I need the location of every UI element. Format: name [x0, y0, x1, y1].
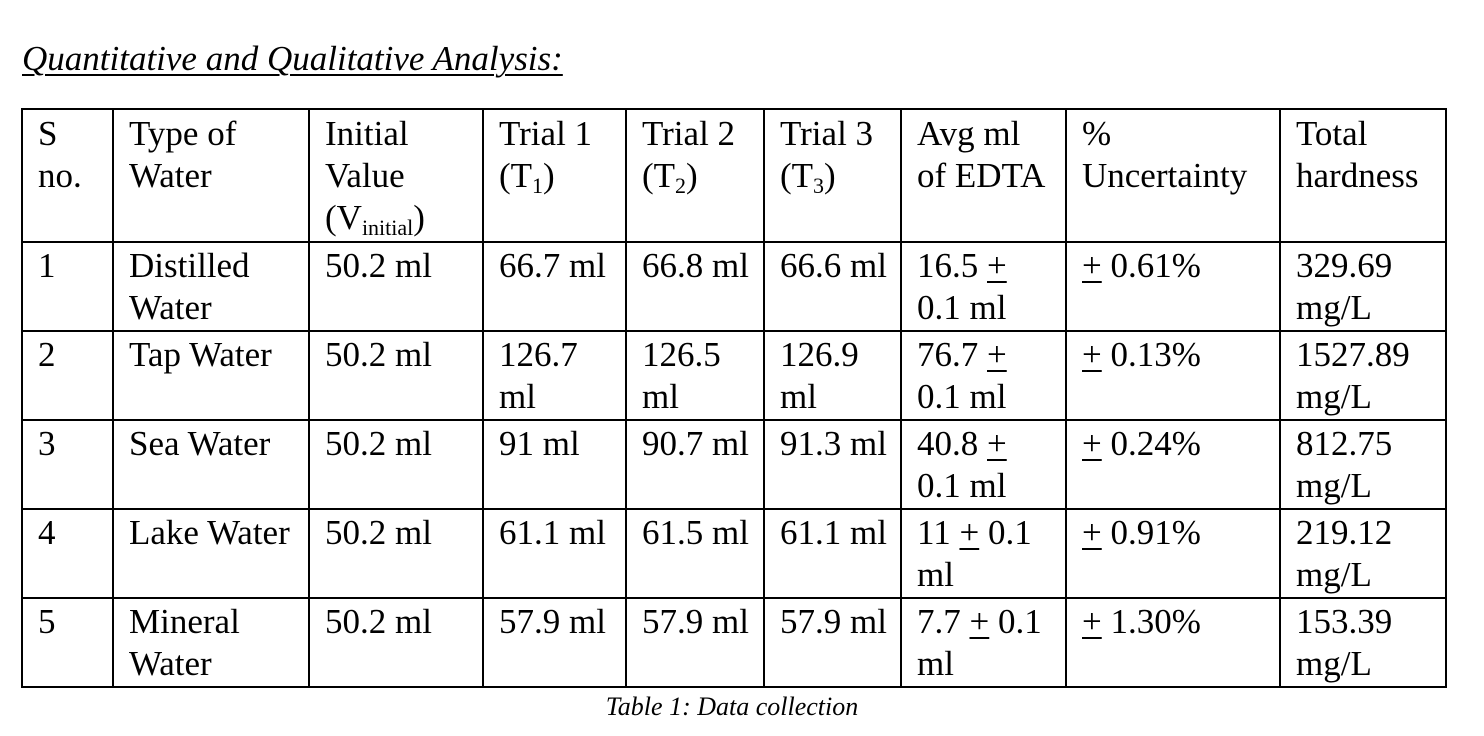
- table-caption: Table 1: Data collection: [605, 692, 859, 721]
- header-trial-3: Trial 3 (T3): [763, 108, 902, 243]
- cell-trial-3: 126.9 ml: [763, 330, 902, 421]
- cell-hardness: 329.69 mg/L: [1279, 241, 1447, 332]
- table-row: 2 Tap Water 50.2 ml 126.7 ml 126.5 ml 12…: [21, 330, 1447, 421]
- table-row: 4 Lake Water 50.2 ml 61.1 ml 61.5 ml 61.…: [21, 508, 1447, 599]
- header-trial-2: Trial 2 (T2): [625, 108, 765, 243]
- cell-trial-2: 90.7 ml: [625, 419, 765, 510]
- cell-type: Sea Water: [112, 419, 310, 510]
- cell-trial-3: 57.9 ml: [763, 597, 902, 688]
- cell-hardness: 1527.89 mg/L: [1279, 330, 1447, 421]
- cell-initial: 50.2 ml: [308, 419, 484, 510]
- cell-trial-1: 91 ml: [482, 419, 627, 510]
- header-uncertainty: % Uncertainty: [1065, 108, 1281, 243]
- cell-hardness: 219.12 mg/L: [1279, 508, 1447, 599]
- cell-trial-3: 91.3 ml: [763, 419, 902, 510]
- cell-type: Tap Water: [112, 330, 310, 421]
- header-trial-1: Trial 1 (T1): [482, 108, 627, 243]
- cell-trial-2: 126.5 ml: [625, 330, 765, 421]
- cell-trial-1: 61.1 ml: [482, 508, 627, 599]
- header-avg-edta: Avg ml of EDTA: [900, 108, 1067, 243]
- cell-hardness: 812.75 mg/L: [1279, 419, 1447, 510]
- cell-uncertainty: + 0.13%: [1065, 330, 1281, 421]
- cell-uncertainty: + 1.30%: [1065, 597, 1281, 688]
- cell-hardness: 153.39 mg/L: [1279, 597, 1447, 688]
- cell-s-no: 5: [21, 597, 114, 688]
- table-row: 1 Distilled Water 50.2 ml 66.7 ml 66.8 m…: [21, 241, 1447, 332]
- table-row: 5 Mineral Water 50.2 ml 57.9 ml 57.9 ml …: [21, 597, 1447, 688]
- cell-uncertainty: + 0.24%: [1065, 419, 1281, 510]
- cell-uncertainty: + 0.91%: [1065, 508, 1281, 599]
- header-total-hardness: Total hardness: [1279, 108, 1447, 243]
- cell-initial: 50.2 ml: [308, 508, 484, 599]
- cell-trial-2: 66.8 ml: [625, 241, 765, 332]
- header-initial-value: Initial Value (Vinitial): [308, 108, 484, 243]
- cell-s-no: 1: [21, 241, 114, 332]
- cell-trial-2: 61.5 ml: [625, 508, 765, 599]
- cell-type: Distilled Water: [112, 241, 310, 332]
- cell-type: Lake Water: [112, 508, 310, 599]
- cell-trial-1: 126.7 ml: [482, 330, 627, 421]
- cell-trial-3: 66.6 ml: [763, 241, 902, 332]
- section-heading: Quantitative and Qualitative Analysis:: [22, 39, 563, 78]
- cell-trial-1: 66.7 ml: [482, 241, 627, 332]
- cell-avg: 76.7 + 0.1 ml: [900, 330, 1067, 421]
- header-s-no: S no.: [21, 108, 114, 243]
- cell-initial: 50.2 ml: [308, 330, 484, 421]
- table-row: 3 Sea Water 50.2 ml 91 ml 90.7 ml 91.3 m…: [21, 419, 1447, 510]
- cell-avg: 40.8 + 0.1 ml: [900, 419, 1067, 510]
- header-row: S no. Type of Water Initial Value (Vinit…: [21, 108, 1447, 243]
- cell-s-no: 2: [21, 330, 114, 421]
- cell-trial-3: 61.1 ml: [763, 508, 902, 599]
- cell-s-no: 3: [21, 419, 114, 510]
- header-type-of-water: Type of Water: [112, 108, 310, 243]
- cell-type: Mineral Water: [112, 597, 310, 688]
- cell-avg: 7.7 + 0.1 ml: [900, 597, 1067, 688]
- data-collection-table: S no. Type of Water Initial Value (Vinit…: [21, 108, 1447, 688]
- cell-s-no: 4: [21, 508, 114, 599]
- cell-avg: 11 + 0.1 ml: [900, 508, 1067, 599]
- cell-initial: 50.2 ml: [308, 241, 484, 332]
- cell-initial: 50.2 ml: [308, 597, 484, 688]
- cell-trial-1: 57.9 ml: [482, 597, 627, 688]
- cell-avg: 16.5 + 0.1 ml: [900, 241, 1067, 332]
- cell-trial-2: 57.9 ml: [625, 597, 765, 688]
- cell-uncertainty: + 0.61%: [1065, 241, 1281, 332]
